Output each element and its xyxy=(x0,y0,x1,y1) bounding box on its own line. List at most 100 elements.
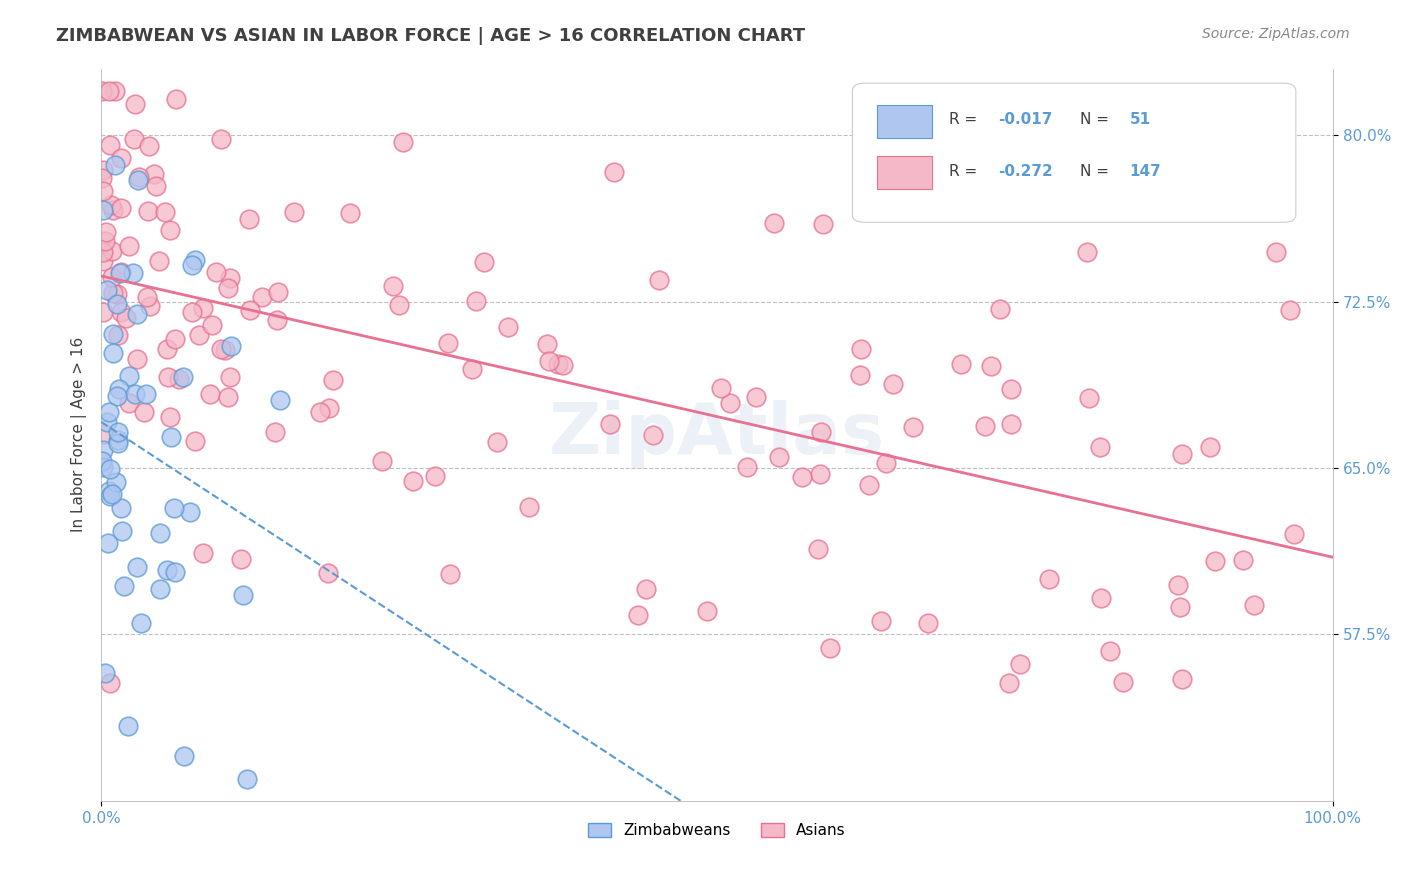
Point xyxy=(159,409,181,424)
Point xyxy=(696,604,718,618)
Point xyxy=(163,566,186,580)
Point xyxy=(184,434,207,448)
Point xyxy=(768,450,790,464)
Point xyxy=(988,302,1011,317)
Point xyxy=(138,139,160,153)
Point xyxy=(169,372,191,386)
Point xyxy=(115,311,138,326)
Point xyxy=(219,370,242,384)
Point xyxy=(217,390,239,404)
Point xyxy=(153,204,176,219)
Point xyxy=(91,184,114,198)
Point xyxy=(104,84,127,98)
Point xyxy=(239,302,262,317)
Point xyxy=(283,205,305,219)
Point xyxy=(1167,578,1189,592)
Point xyxy=(808,467,831,481)
Point xyxy=(94,225,117,239)
Point xyxy=(402,475,425,489)
Point xyxy=(974,418,997,433)
Point xyxy=(107,425,129,439)
Point xyxy=(91,202,114,217)
Point xyxy=(124,387,146,401)
Point xyxy=(209,342,232,356)
Point xyxy=(536,337,558,351)
FancyBboxPatch shape xyxy=(852,83,1296,222)
Point xyxy=(180,259,202,273)
Point xyxy=(142,167,165,181)
Point xyxy=(93,666,115,681)
Point xyxy=(104,475,127,490)
Point xyxy=(93,426,115,441)
Point xyxy=(105,297,128,311)
Point xyxy=(163,333,186,347)
Point xyxy=(181,304,204,318)
Point xyxy=(136,204,159,219)
Point xyxy=(209,132,232,146)
Text: 147: 147 xyxy=(1129,163,1161,178)
Point xyxy=(96,283,118,297)
Point xyxy=(882,376,904,391)
Text: ZIMBABWEAN VS ASIAN IN LABOR FORCE | AGE > 16 CORRELATION CHART: ZIMBABWEAN VS ASIAN IN LABOR FORCE | AGE… xyxy=(56,27,806,45)
Point xyxy=(91,459,114,474)
Point xyxy=(91,254,114,268)
Point xyxy=(191,546,214,560)
Point xyxy=(1171,447,1194,461)
Point xyxy=(127,173,149,187)
Point xyxy=(818,640,841,655)
Point xyxy=(214,343,236,357)
Point xyxy=(318,401,340,415)
Point xyxy=(100,461,122,475)
Point xyxy=(1008,657,1031,672)
Point xyxy=(1199,441,1222,455)
Point xyxy=(1204,554,1226,568)
Point xyxy=(901,420,924,434)
Point xyxy=(267,285,290,299)
Point xyxy=(602,165,624,179)
Point xyxy=(551,358,574,372)
Point xyxy=(188,328,211,343)
Point xyxy=(125,351,148,366)
Point xyxy=(163,500,186,515)
Point xyxy=(229,551,252,566)
Point xyxy=(1279,303,1302,318)
Point xyxy=(1232,552,1254,566)
Text: -0.017: -0.017 xyxy=(998,112,1052,128)
Point xyxy=(156,342,179,356)
Point xyxy=(165,92,187,106)
Point xyxy=(648,273,671,287)
Point xyxy=(110,201,132,215)
Point xyxy=(124,97,146,112)
Point xyxy=(91,454,114,468)
Point xyxy=(439,566,461,581)
Point xyxy=(266,313,288,327)
Point xyxy=(718,396,741,410)
Point xyxy=(236,772,259,786)
Point xyxy=(149,526,172,541)
Point xyxy=(1090,591,1112,606)
Point xyxy=(110,305,132,319)
Point xyxy=(94,235,117,249)
Point xyxy=(97,484,120,499)
Point xyxy=(93,245,115,260)
Point xyxy=(437,336,460,351)
Point xyxy=(1078,391,1101,405)
Point xyxy=(1088,440,1111,454)
Point xyxy=(148,254,170,268)
Point xyxy=(157,369,180,384)
Point xyxy=(101,346,124,360)
Point xyxy=(371,454,394,468)
Point xyxy=(149,582,172,596)
Point xyxy=(339,206,361,220)
Point xyxy=(107,435,129,450)
Point xyxy=(91,84,114,98)
Point xyxy=(517,500,540,515)
Point xyxy=(100,198,122,212)
Point xyxy=(1243,599,1265,613)
Point xyxy=(1265,244,1288,259)
Point xyxy=(117,719,139,733)
Point xyxy=(124,132,146,146)
Point xyxy=(98,404,121,418)
Point xyxy=(172,370,194,384)
Legend: Zimbabweans, Asians: Zimbabweans, Asians xyxy=(582,817,852,845)
